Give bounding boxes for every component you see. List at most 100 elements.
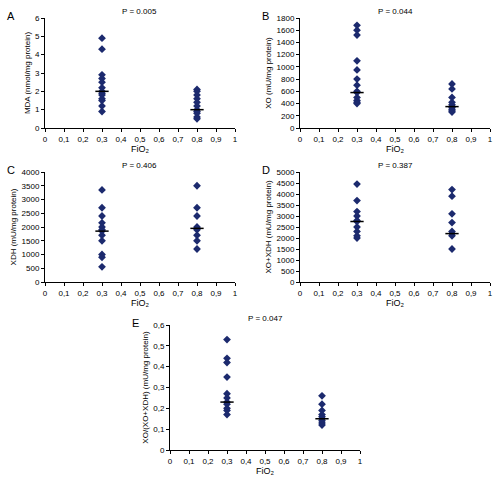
svg-text:0,9: 0,9 (210, 289, 222, 298)
svg-text:0: 0 (35, 278, 40, 287)
svg-text:0,2: 0,2 (77, 135, 89, 144)
svg-text:0,7: 0,7 (172, 135, 184, 144)
svg-text:0,6: 0,6 (408, 289, 420, 298)
svg-text:0,7: 0,7 (172, 289, 184, 298)
svg-text:0,2: 0,2 (153, 404, 165, 413)
svg-text:0: 0 (290, 124, 295, 133)
svg-text:0,3: 0,3 (351, 135, 363, 144)
svg-text:3: 3 (35, 69, 40, 78)
svg-text:1600: 1600 (277, 26, 295, 35)
svg-text:XDH (mU/mg protein): XDH (mU/mg protein) (9, 188, 18, 265)
svg-text:0,9: 0,9 (465, 289, 477, 298)
svg-text:0,4: 0,4 (115, 289, 127, 298)
svg-text:0: 0 (160, 446, 165, 455)
svg-text:D: D (262, 164, 270, 176)
svg-text:P = 0.044: P = 0.044 (378, 7, 413, 16)
svg-text:2500: 2500 (277, 223, 295, 232)
svg-text:4000: 4000 (22, 168, 40, 177)
svg-text:500: 500 (26, 264, 40, 273)
svg-text:5: 5 (35, 32, 40, 41)
svg-text:0,1: 0,1 (153, 425, 165, 434)
svg-text:4000: 4000 (277, 190, 295, 199)
svg-text:FiO₂: FiO₂ (386, 298, 404, 308)
svg-text:600: 600 (281, 87, 295, 96)
svg-text:1: 1 (488, 289, 493, 298)
svg-text:0,6: 0,6 (153, 135, 165, 144)
svg-text:0,5: 0,5 (389, 289, 401, 298)
svg-text:E: E (132, 317, 139, 329)
svg-text:FiO₂: FiO₂ (131, 144, 149, 154)
svg-text:200: 200 (281, 112, 295, 121)
svg-text:0,3: 0,3 (96, 289, 108, 298)
svg-text:0,5: 0,5 (134, 135, 146, 144)
svg-text:0,1: 0,1 (58, 289, 70, 298)
svg-text:0,3: 0,3 (153, 383, 165, 392)
svg-text:2: 2 (35, 87, 40, 96)
svg-text:0,7: 0,7 (427, 289, 439, 298)
svg-text:3000: 3000 (277, 212, 295, 221)
svg-text:0,2: 0,2 (332, 289, 344, 298)
svg-text:800: 800 (281, 75, 295, 84)
svg-text:1500: 1500 (22, 237, 40, 246)
svg-text:0,8: 0,8 (446, 135, 458, 144)
svg-text:2500: 2500 (22, 209, 40, 218)
svg-text:0: 0 (35, 124, 40, 133)
svg-text:0: 0 (168, 457, 173, 466)
svg-text:B: B (262, 10, 269, 22)
svg-text:XO+XDH (mU/mg protein): XO+XDH (mU/mg protein) (264, 180, 273, 273)
svg-text:0,3: 0,3 (351, 289, 363, 298)
svg-text:2000: 2000 (277, 234, 295, 243)
svg-text:1200: 1200 (277, 50, 295, 59)
svg-text:0,1: 0,1 (313, 289, 325, 298)
svg-text:0,9: 0,9 (335, 457, 347, 466)
svg-text:5000: 5000 (277, 168, 295, 177)
svg-text:1500: 1500 (277, 245, 295, 254)
svg-text:0,5: 0,5 (389, 135, 401, 144)
svg-text:0: 0 (43, 135, 48, 144)
svg-text:1: 1 (233, 289, 238, 298)
svg-text:0,4: 0,4 (115, 135, 127, 144)
svg-text:0,6: 0,6 (278, 457, 290, 466)
svg-text:0,3: 0,3 (221, 457, 233, 466)
svg-text:0,8: 0,8 (316, 457, 328, 466)
svg-text:A: A (7, 10, 15, 22)
svg-text:0,5: 0,5 (259, 457, 271, 466)
svg-text:1800: 1800 (277, 14, 295, 23)
svg-text:P = 0.005: P = 0.005 (122, 7, 157, 16)
svg-text:XO/(XO+XDH) (mU/mg protein): XO/(XO+XDH) (mU/mg protein) (141, 331, 150, 444)
svg-text:0: 0 (43, 289, 48, 298)
svg-text:FiO₂: FiO₂ (386, 144, 404, 154)
svg-text:1000: 1000 (277, 256, 295, 265)
svg-text:400: 400 (281, 99, 295, 108)
svg-text:0,1: 0,1 (58, 135, 70, 144)
svg-text:P = 0.387: P = 0.387 (378, 161, 413, 170)
svg-text:0,2: 0,2 (202, 457, 214, 466)
svg-text:0,6: 0,6 (153, 289, 165, 298)
svg-text:0,4: 0,4 (240, 457, 252, 466)
svg-text:0,5: 0,5 (134, 289, 146, 298)
svg-text:0,9: 0,9 (465, 135, 477, 144)
svg-text:1400: 1400 (277, 38, 295, 47)
svg-text:0,8: 0,8 (191, 135, 203, 144)
svg-text:1: 1 (358, 457, 363, 466)
svg-text:0: 0 (298, 135, 303, 144)
svg-text:0,8: 0,8 (191, 289, 203, 298)
svg-text:4500: 4500 (277, 179, 295, 188)
svg-text:0,8: 0,8 (446, 289, 458, 298)
svg-text:1000: 1000 (22, 250, 40, 259)
svg-text:4: 4 (35, 50, 40, 59)
svg-text:0,6: 0,6 (408, 135, 420, 144)
svg-text:1: 1 (488, 135, 493, 144)
svg-text:3500: 3500 (22, 182, 40, 191)
svg-text:P = 0.406: P = 0.406 (122, 161, 157, 170)
svg-text:1000: 1000 (277, 63, 295, 72)
svg-text:0,7: 0,7 (297, 457, 309, 466)
svg-text:0,4: 0,4 (153, 362, 165, 371)
svg-text:2000: 2000 (22, 223, 40, 232)
svg-text:C: C (7, 164, 15, 176)
svg-text:3000: 3000 (22, 195, 40, 204)
svg-text:1: 1 (35, 105, 40, 114)
svg-text:0,2: 0,2 (332, 135, 344, 144)
svg-text:0,6: 0,6 (153, 321, 165, 330)
svg-text:MDA (nmol/mg protein): MDA (nmol/mg protein) (23, 32, 32, 115)
